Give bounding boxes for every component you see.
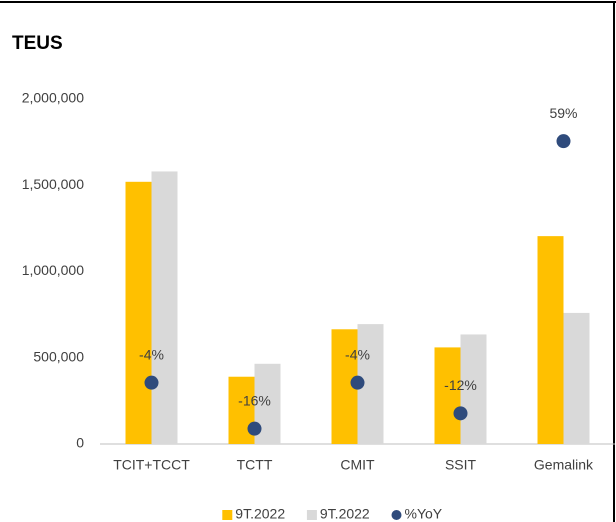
legend-marker (222, 510, 233, 520)
legend-label: 9T.2022 (235, 506, 285, 522)
chart-title: TEUS (12, 33, 63, 54)
y-tick-label: 0 (76, 435, 84, 451)
bar (537, 236, 564, 444)
legend-label: 9T.2022 (320, 506, 370, 522)
x-tick-label: TCTT (237, 457, 273, 473)
yoy-dot (350, 375, 365, 390)
yoy-dot (247, 421, 262, 436)
data-label: -4% (139, 346, 164, 362)
yoy-dot (556, 134, 571, 149)
y-tick-label: 500,000 (33, 348, 84, 364)
bar (125, 181, 152, 445)
x-tick-label: SSIT (445, 457, 477, 473)
legend-label: %YoY (405, 506, 443, 522)
y-tick-label: 1,000,000 (22, 262, 84, 278)
y-tick-label: 2,000,000 (22, 90, 84, 106)
yoy-dot (453, 406, 468, 421)
data-label: -4% (345, 346, 370, 362)
bar (563, 312, 590, 444)
legend-marker (391, 510, 402, 520)
bar (151, 171, 178, 444)
data-label: 59% (549, 105, 577, 121)
x-tick-label: Gemalink (534, 457, 594, 473)
legend-marker (306, 510, 317, 520)
x-tick-label: CMIT (340, 457, 375, 473)
x-tick-label: TCIT+TCCT (113, 457, 190, 473)
bar (434, 347, 461, 444)
yoy-dot (144, 375, 159, 390)
y-tick-label: 1,500,000 (22, 176, 84, 192)
data-label: -12% (444, 377, 477, 393)
data-label: -16% (238, 392, 271, 408)
bar (460, 334, 487, 444)
